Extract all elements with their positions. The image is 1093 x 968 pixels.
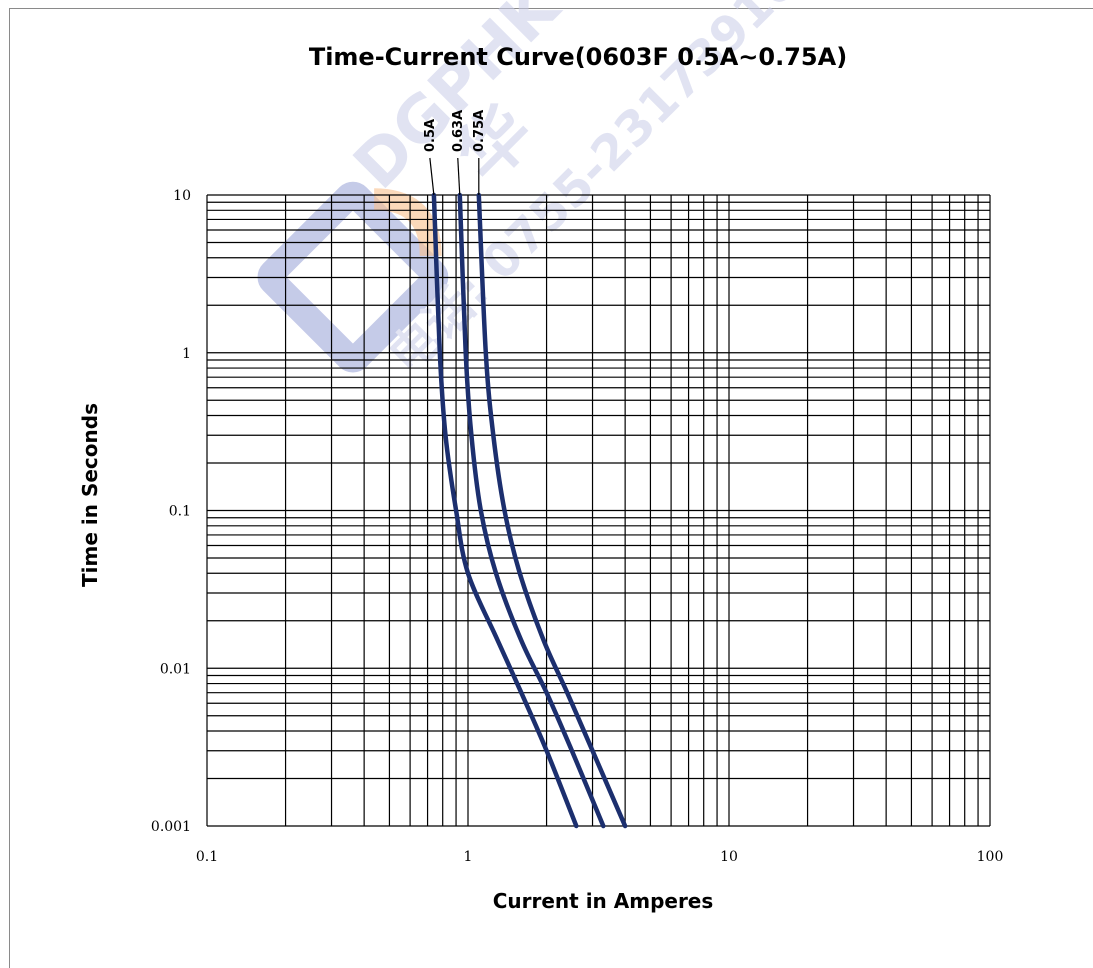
curve-0.5A bbox=[431, 192, 579, 829]
curve-label: 0.63A bbox=[451, 110, 466, 152]
y-tick-label: 10 bbox=[173, 188, 191, 204]
x-axis-label: Current in Amperes bbox=[493, 889, 714, 913]
curve-label: 0.5A bbox=[423, 119, 438, 152]
watermark-logo-mark bbox=[257, 181, 449, 373]
y-tick-label: 0.1 bbox=[169, 504, 191, 520]
curve-0.75A bbox=[476, 192, 628, 829]
watermark-brand: DGPHK bbox=[340, 0, 575, 204]
curve-0.63A bbox=[457, 192, 606, 829]
chart-labels: Time-Current Curve(0603F 0.5A~0.75A) Cur… bbox=[78, 43, 847, 913]
x-tick-label: 100 bbox=[977, 849, 1004, 865]
curve-label-leader bbox=[429, 157, 435, 196]
plot-grid bbox=[206, 194, 991, 827]
x-tick-label: 0.1 bbox=[196, 849, 218, 865]
y-tick-label: 1 bbox=[182, 346, 191, 362]
y-tick-label: 0.001 bbox=[151, 819, 191, 835]
axis-ticks: 0.1 1 10 100 10 1 0.1 0.01 0.001 bbox=[151, 188, 1003, 865]
watermark-logo-accent bbox=[373, 188, 442, 257]
curves bbox=[431, 192, 628, 829]
y-axis-label: Time in Seconds bbox=[78, 403, 102, 587]
chart-frame bbox=[9, 8, 1093, 968]
curve-label: 0.75A bbox=[472, 110, 487, 152]
chart-title: Time-Current Curve(0603F 0.5A~0.75A) bbox=[309, 43, 847, 71]
x-tick-label: 1 bbox=[464, 849, 473, 865]
curve-label-leader bbox=[457, 157, 461, 196]
x-tick-label: 10 bbox=[720, 849, 738, 865]
y-tick-label: 0.01 bbox=[160, 661, 191, 677]
